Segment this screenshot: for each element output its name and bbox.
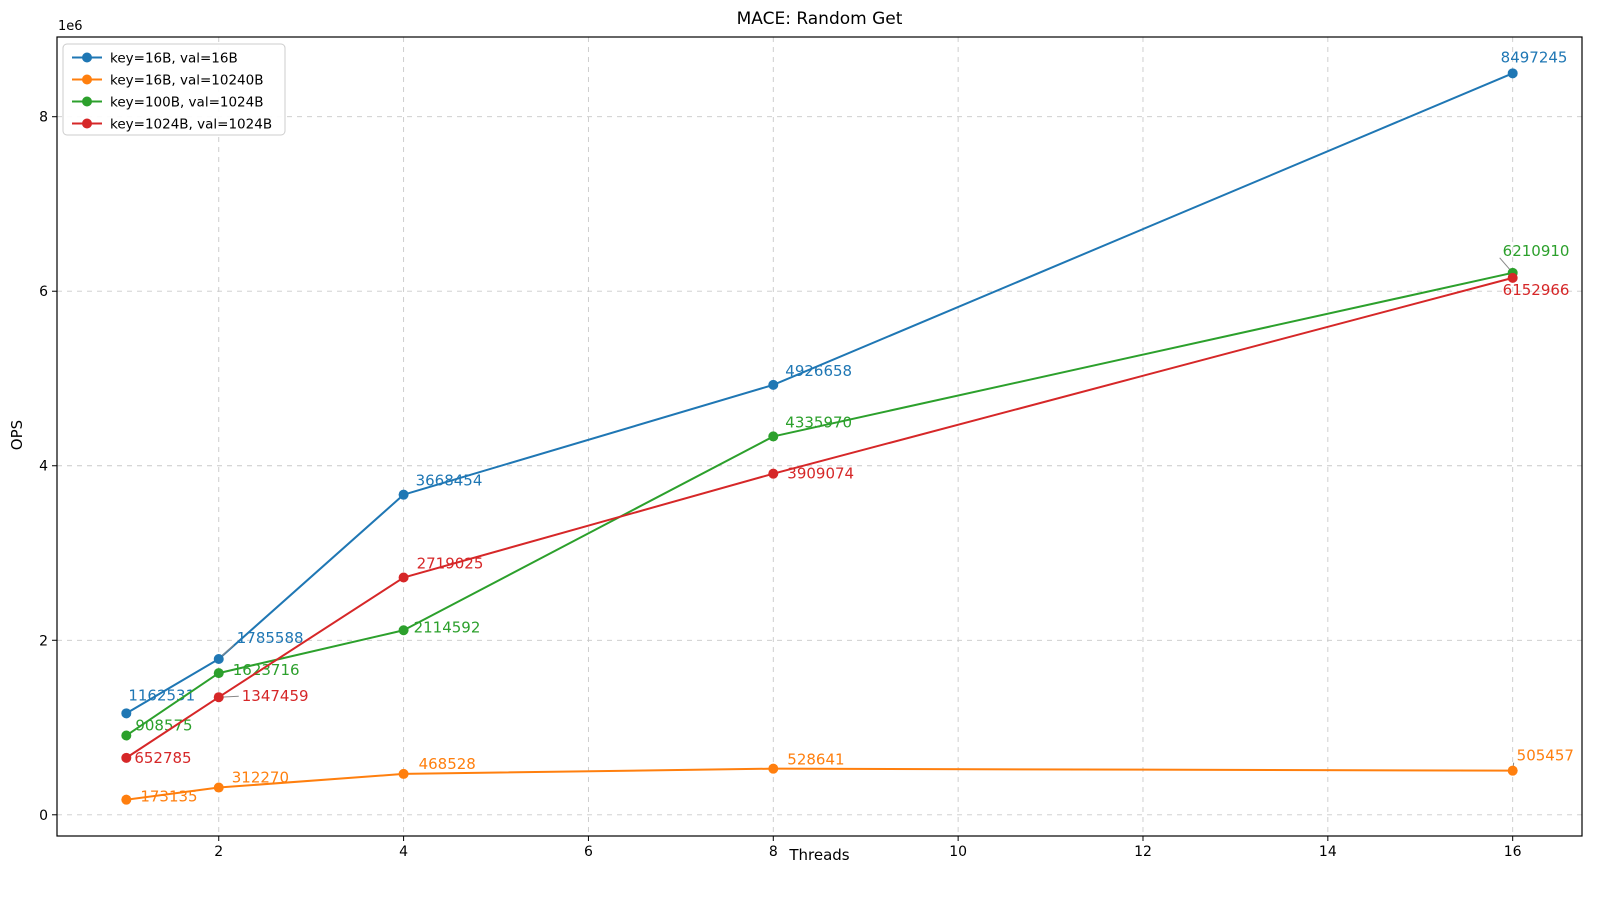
data-point-marker xyxy=(398,768,409,779)
data-point-value-label: 3909074 xyxy=(787,465,854,483)
data-point-value-label: 2719025 xyxy=(417,555,484,573)
legend-marker xyxy=(82,96,92,107)
data-point-value-label: 6152966 xyxy=(1503,281,1570,299)
data-point-value-label: 528641 xyxy=(787,751,844,769)
y-tick-label: 4 xyxy=(39,459,48,475)
data-point-value-label: 908575 xyxy=(135,717,192,735)
legend: key=16B, val=16B key=16B, val=10240B key=1… xyxy=(62,43,286,136)
y-tick-label: 8 xyxy=(39,110,48,126)
x-tick-label: 6 xyxy=(584,844,593,860)
data-point-value-label: 1347459 xyxy=(242,687,309,705)
legend-marker xyxy=(82,118,92,129)
data-point-value-label: 4335970 xyxy=(785,413,852,431)
y-tick-label: 2 xyxy=(39,633,48,649)
x-tick-label: 12 xyxy=(1134,844,1152,860)
data-point-marker xyxy=(121,752,132,763)
data-point-value-label: 1785588 xyxy=(237,629,304,647)
y-axis-offset-text: 1e6 xyxy=(58,19,83,34)
plot-border xyxy=(56,36,1583,837)
data-point-marker xyxy=(1507,765,1518,776)
data-point-marker xyxy=(213,653,224,664)
data-point-marker xyxy=(768,763,779,774)
x-tick-label: 2 xyxy=(214,844,223,860)
data-point-value-label: 2114592 xyxy=(414,618,481,636)
legend-label: key=100B, val=1024B xyxy=(110,95,264,111)
y-tick-label: 6 xyxy=(39,284,48,300)
data-point-marker xyxy=(1507,272,1518,283)
data-point-value-label: 3668454 xyxy=(416,472,483,490)
x-tick-label: 8 xyxy=(769,844,778,860)
data-point-value-label: 1623716 xyxy=(233,661,300,679)
data-point-marker xyxy=(398,489,409,500)
legend-marker xyxy=(82,52,92,63)
data-point-value-label: 312270 xyxy=(232,769,289,787)
data-point-marker xyxy=(1507,68,1518,79)
legend-label: key=1024B, val=1024B xyxy=(110,117,272,133)
data-point-marker xyxy=(398,572,409,583)
x-tick-label: 4 xyxy=(399,844,408,860)
x-tick-label: 10 xyxy=(949,844,967,860)
data-point-marker xyxy=(398,625,409,636)
data-point-marker xyxy=(121,794,132,805)
chart-title: MACE: Random Get xyxy=(736,9,903,29)
data-point-marker xyxy=(768,379,779,390)
data-point-marker xyxy=(213,692,224,703)
legend-label: key=16B, val=10240B xyxy=(110,73,264,89)
y-axis-label: OPS xyxy=(8,419,26,451)
y-tick-label: 0 xyxy=(39,808,48,824)
x-tick-label: 16 xyxy=(1504,844,1522,860)
series-line-0 xyxy=(125,72,1514,715)
data-point-marker xyxy=(213,668,224,679)
data-point-marker xyxy=(121,730,132,741)
series-line-1 xyxy=(126,767,1513,801)
x-tick-label: 14 xyxy=(1319,844,1337,860)
data-point-value-label: 652785 xyxy=(134,749,191,767)
data-point-value-label: 8497245 xyxy=(1501,48,1568,66)
data-point-marker xyxy=(768,468,779,479)
data-point-value-label: 6210910 xyxy=(1503,242,1570,260)
x-axis-label: Threads xyxy=(789,846,850,864)
data-point-value-label: 505457 xyxy=(1517,747,1574,765)
series-line-2 xyxy=(125,271,1513,737)
data-point-marker xyxy=(768,431,779,442)
data-point-value-label: 4926658 xyxy=(785,362,852,380)
data-point-value-label: 173135 xyxy=(140,788,197,806)
legend-box xyxy=(62,43,286,136)
series-line-3 xyxy=(125,276,1513,759)
legend-label: key=16B, val=16B xyxy=(110,51,238,67)
legend-marker xyxy=(82,74,92,85)
data-point-marker xyxy=(213,782,224,793)
data-point-value-label: 468528 xyxy=(419,755,476,773)
data-point-marker xyxy=(121,708,132,719)
